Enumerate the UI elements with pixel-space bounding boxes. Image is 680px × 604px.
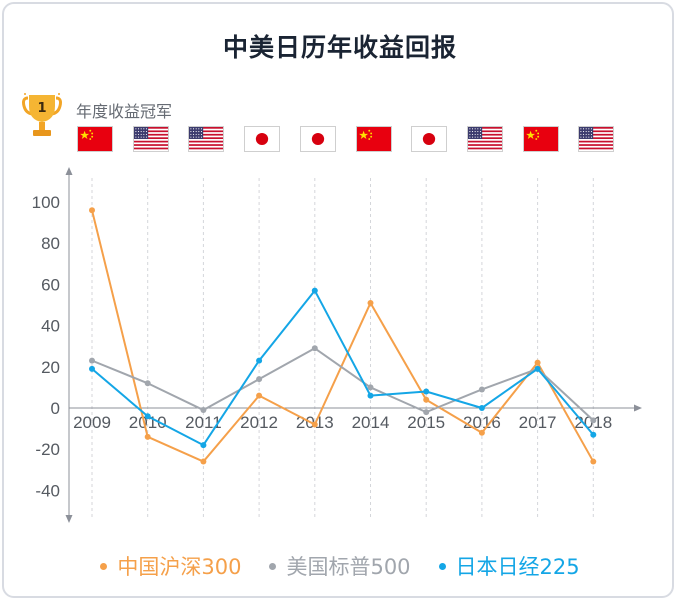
champion-flags-row <box>0 126 680 156</box>
line-chart: 100806040200-20-402009201020112012201320… <box>32 167 642 523</box>
x-tick-label-2014: 2014 <box>352 413 390 432</box>
legend-dot-icon <box>269 562 277 570</box>
series-0-point-2012 <box>256 392 263 399</box>
flag-china-2009 <box>77 126 113 152</box>
series-2-point-2014 <box>367 392 374 399</box>
series-2-point-2017 <box>534 365 541 372</box>
series-1-point-2009 <box>89 357 95 364</box>
x-axis-arrow <box>634 404 642 412</box>
series-1-point-2015 <box>423 409 430 416</box>
series-1-point-2012 <box>256 376 263 383</box>
y-axis-arrow-down <box>65 515 73 523</box>
chart-title: 中美日历年收益回报 <box>222 33 457 62</box>
y-tick-label: -20 <box>35 440 60 459</box>
series-2-point-2013 <box>311 287 318 294</box>
x-tick-label-2015: 2015 <box>407 413 445 432</box>
series-0-point-2016 <box>478 429 485 436</box>
series-0-point-2015 <box>423 396 430 403</box>
series-line-1 <box>91 347 594 422</box>
y-tick-label: 100 <box>32 193 60 212</box>
legend-dot-icon <box>100 562 108 570</box>
x-tick-label-2009: 2009 <box>73 413 111 432</box>
series-0-point-2017 <box>534 359 541 366</box>
series-0-point-2011 <box>200 458 207 465</box>
x-tick-label-2010: 2010 <box>129 413 167 432</box>
chart-legend: 中国沪深300 美国标普500 日本日经225 <box>0 550 680 582</box>
series-2-point-2015 <box>423 388 430 395</box>
y-tick-label: 0 <box>51 399 60 418</box>
y-tick-label: -40 <box>35 481 60 500</box>
flag-usa-2016 <box>466 126 503 152</box>
series-1-point-2014 <box>367 384 374 391</box>
series-1-point-2018 <box>590 417 597 424</box>
series-1-point-2016 <box>478 386 485 393</box>
series-2-point-2009 <box>89 365 95 372</box>
legend-item-0: 中国沪深300 <box>100 551 241 581</box>
series-2-point-2016 <box>478 405 485 411</box>
y-tick-label: 40 <box>41 317 60 336</box>
series-line-2 <box>91 289 595 447</box>
series-0-point-2013 <box>311 421 318 428</box>
flag-japan-2012 <box>244 126 281 152</box>
x-tick-label-2017: 2017 <box>519 413 557 432</box>
legend-item-1: 美国标普500 <box>269 551 411 581</box>
series-0-point-2018 <box>590 458 597 465</box>
y-tick-label: 20 <box>41 358 60 377</box>
flag-usa-2018 <box>578 126 615 152</box>
svg-text:1: 1 <box>37 101 46 116</box>
y-axis-arrow-up <box>65 167 73 175</box>
flag-china-2014 <box>355 126 392 152</box>
series-0-point-2010 <box>144 433 151 440</box>
y-tick-label: 60 <box>41 275 60 294</box>
series-2-point-2010 <box>144 413 151 420</box>
series-0-point-2014 <box>367 299 374 306</box>
trophy-icon: 1 <box>22 92 62 144</box>
legend-item-2: 日本日经225 <box>438 551 580 581</box>
flag-japan-2013 <box>299 126 336 152</box>
y-tick-label: 80 <box>41 234 60 253</box>
series-2-point-2011 <box>200 442 207 449</box>
flag-china-2017 <box>522 126 559 152</box>
x-tick-label-2011: 2011 <box>185 413 222 432</box>
series-2-point-2018 <box>590 431 597 438</box>
legend-label: 美国标普500 <box>286 555 411 579</box>
legend-label: 中国沪深300 <box>117 555 242 579</box>
flag-usa-2011 <box>188 126 225 152</box>
flag-japan-2015 <box>411 126 448 152</box>
legend-dot-icon <box>438 562 446 570</box>
series-line-0 <box>91 210 595 463</box>
series-0-point-2009 <box>89 207 95 214</box>
champion-label: 年度收益冠军 <box>76 102 173 121</box>
flag-usa-2010 <box>132 126 169 152</box>
series-1-point-2011 <box>200 407 207 414</box>
legend-label: 日本日经225 <box>455 555 580 579</box>
x-tick-label-2012: 2012 <box>240 413 278 432</box>
series-1-point-2010 <box>144 380 151 387</box>
series-2-point-2012 <box>256 357 263 364</box>
series-1-point-2013 <box>311 345 318 352</box>
